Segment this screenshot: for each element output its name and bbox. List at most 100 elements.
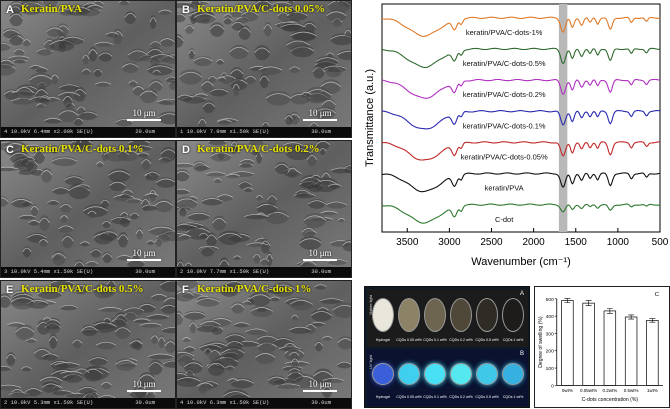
sem-panel-title: Keratin/PVA/C-dots 0.2% [197, 143, 320, 155]
spectrum-line [382, 172, 661, 193]
x-axis-label: Wavenumber (cm⁻¹) [471, 256, 571, 268]
petri-dish [398, 363, 420, 385]
sem-panel-e: E Keratin/PVA/C-dots 0.5% 10 μm 2 10.0kV 5.… [0, 280, 176, 409]
dish-label: Hydrogel [375, 395, 391, 399]
bar [603, 310, 617, 386]
sem-panel-d: D Keratin/PVA/C-dots 0.2% 10 μm 2 10.0kV 7.… [176, 140, 352, 278]
x-tick-label: 1000 [607, 237, 630, 248]
petri-dish [424, 298, 446, 332]
petri-dish [502, 298, 524, 332]
scale-bar-label: 10 μm [132, 108, 156, 118]
petri-dish [450, 363, 472, 385]
spectrum-line [381, 16, 660, 37]
y-axis-label: Degree of swelling (%) [538, 316, 544, 368]
sem-info-text: 2 10.0kV 5.3mm x1.50k SE(U) [4, 399, 94, 406]
sem-field-width: 30.0um [311, 128, 331, 135]
sem-info-bar: 2 10.0kV 7.7mm x1.50k SE(U) 30.0um [177, 267, 351, 277]
scale-bar-line [303, 259, 337, 261]
sem-panel-a: A Keratin/PVA 10 μm 4 10.0kV 6.4mm x2.00k S… [0, 0, 176, 138]
spectrum-label: keratin/PVA/C-dots-0.5% [463, 59, 546, 68]
error-bar [649, 318, 656, 323]
sem-info-bar: 4 10.0kV 6.4mm x2.00k SE(U) 20.0um [1, 127, 175, 137]
scale-bar-line [127, 390, 161, 392]
petri-dish [398, 298, 420, 332]
sem-info-bar: 2 10.0kV 5.3mm x1.50k SE(U) 30.0um [1, 398, 175, 408]
spectrum-line [381, 78, 661, 99]
sem-panel-title: Keratin/PVA [21, 3, 82, 15]
error-bar [585, 300, 592, 307]
scale-bar-line [303, 119, 337, 121]
y-tick-label: 300 [546, 331, 554, 337]
scale-bar: 10 μm [303, 379, 337, 392]
dish-label: CQDs 0.05 wt% [396, 395, 422, 399]
x-axis-label: C-dots concentration (%) [582, 397, 639, 403]
hydrogel-photos: A Visible light Hydrogel CQDs 0.05 wt% CQD… [364, 286, 530, 408]
dish-label: CQDs 0.5 wt% [475, 395, 499, 399]
petri-dish [450, 298, 472, 332]
sem-texture [177, 1, 351, 137]
swelling-bar-chart: C 0 100 200 300 400 500 0wt% 0.05wt% 0.2wt% 0.5wt%… [534, 286, 670, 408]
dish-label: CQDs 0.1 wt% [423, 395, 447, 399]
sem-panel-title: Keratin/PVA/C-dots 1% [197, 283, 312, 295]
x-tick-label: 1500 [565, 237, 588, 248]
bar [646, 320, 659, 386]
sem-texture [177, 141, 351, 277]
sem-info-bar: 3 10.0kV 5.4mm x1.50k SE(U) 30.0um [1, 267, 175, 277]
spectrum-label: C-dot [495, 215, 514, 224]
bar [582, 302, 595, 386]
sem-panel-letter: B [182, 4, 190, 16]
scale-bar-label: 10 μm [308, 108, 332, 118]
dish-label: CQDs 0.5 wt% [475, 338, 499, 342]
spectrum-line [381, 203, 661, 224]
sem-panel-c: C Keratin/PVA/C-dots 0.1% 10 μm 3 10.0kV 5.… [0, 140, 176, 278]
scale-bar-line [127, 119, 161, 121]
sem-field-width: 30.0um [311, 268, 331, 275]
sem-info-text: 2 10.0kV 7.7mm x1.50k SE(U) [180, 268, 270, 275]
sem-panel-f: F Keratin/PVA/C-dots 1% 10 μm 4 10.0kV 6.3m… [176, 280, 352, 409]
photo-panel-label-b: B [519, 351, 524, 357]
scale-bar-label: 10 μm [308, 379, 332, 389]
y-tick-label: 400 [546, 314, 554, 320]
petri-dish [476, 363, 498, 385]
ftir-chart: keratin/PVA/C-dots-1% keratin/PVA/C-dots-… [364, 3, 669, 268]
y-tick-label: 0 [551, 383, 554, 389]
sem-field-width: 30.0um [311, 399, 331, 406]
scale-bar-label: 10 μm [132, 379, 156, 389]
sem-field-width: 30.0um [135, 399, 155, 406]
highlight-band [558, 4, 568, 232]
error-bar [564, 298, 571, 303]
sem-panel-title: Keratin/PVA/C-dots 0.05% [197, 3, 326, 15]
spectrum-label: keratin/PVA/C-dots-0.1% [463, 121, 546, 130]
x-tick-label: 0.2wt% [602, 388, 617, 393]
sem-panel-letter: D [182, 144, 190, 156]
sem-info-text: 1 10.0kV 7.9mm x1.50k SE(U) [180, 128, 270, 135]
spectrum-line [382, 110, 661, 130]
x-tick-label: 0wt% [562, 388, 573, 393]
y-tick-label: 200 [546, 349, 554, 355]
x-tick-label: 3500 [396, 237, 419, 248]
dish-label: CQDs 0.2 wt% [449, 395, 473, 399]
sem-panel-letter: F [182, 284, 189, 296]
spectrum-label: keratin/PVA/C-dots-0.2% [463, 90, 546, 99]
error-bar [606, 308, 613, 314]
dish-label: Hydrogel [375, 338, 391, 342]
petri-dish [372, 298, 394, 332]
sem-panel-letter: E [6, 284, 14, 296]
sem-field-width: 20.0um [135, 128, 155, 135]
dish-label: CQDs 0.2 wt% [449, 338, 473, 342]
x-tick-label: 500 [652, 237, 669, 248]
x-tick-label: 2000 [523, 237, 546, 248]
x-tick-label: 3000 [438, 237, 461, 248]
spectrum-label: keratin/PVA/C-dots-0.05% [461, 152, 548, 161]
y-tick-label: 500 [546, 297, 554, 303]
scale-bar: 10 μm [127, 379, 161, 392]
sem-texture [1, 281, 175, 408]
scale-bar: 10 μm [303, 108, 337, 121]
sem-info-text: 4 10.0kV 6.3mm x1.50k SE(U) [180, 399, 270, 406]
uv-light-label: UV light [368, 355, 373, 370]
uv-light-photo: B UV light Hydrogel CQDs 0.05 wt% CQDs 0.1… [367, 349, 528, 406]
sem-texture [1, 141, 175, 277]
scale-bar: 10 μm [127, 248, 161, 261]
plot-frame [381, 3, 661, 233]
sem-field-width: 30.0um [135, 268, 155, 275]
